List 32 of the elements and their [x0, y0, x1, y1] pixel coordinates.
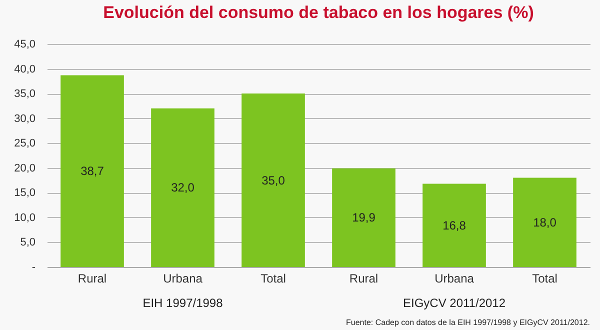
data-label: 19,9	[352, 210, 376, 225]
source-note: Fuente: Cadep con datos de la EIH 1997/1998 y EIGyCV 2011/2012.	[346, 318, 590, 327]
data-label: 18,0	[533, 215, 557, 230]
x-tick-label: Rural	[78, 272, 107, 286]
data-label: 16,8	[442, 218, 466, 232]
y-tick-label: 35,0	[14, 88, 36, 100]
y-tick-label: 25,0	[14, 138, 36, 150]
y-tick-label: 10,0	[14, 212, 36, 224]
text: EIGyCV 2011/2012	[402, 296, 506, 310]
y-tick-label: 45,0	[14, 38, 36, 50]
y-tick-label: 40,0	[14, 63, 36, 76]
bar	[513, 178, 576, 267]
y-tick-label: 20,0	[14, 162, 36, 174]
bar	[242, 94, 305, 267]
x-tick-label: Rural	[349, 272, 378, 286]
data-label: 32,0	[171, 180, 195, 195]
x-tick-label: Urbana	[434, 272, 474, 286]
x-tick-label: Total	[532, 272, 558, 286]
y-tick-label: 15,0	[14, 187, 36, 200]
bar	[151, 108, 214, 267]
data-label: 38,7	[80, 164, 104, 178]
x-tick-label: Urbana	[163, 272, 203, 286]
y-tick-label: 5,0	[20, 236, 36, 249]
x-tick-label: Total	[260, 272, 286, 286]
bar	[60, 75, 124, 267]
bar	[332, 168, 396, 267]
bar	[422, 184, 486, 267]
text: EIH 1997/1998	[142, 296, 224, 310]
chart-title: Evolución del consumo de tabaco en los hogares (%)	[103, 3, 534, 22]
y-tick-label: -	[32, 262, 36, 274]
y-tick-label: 30,0	[14, 112, 36, 125]
data-label: 35,0	[262, 173, 286, 188]
